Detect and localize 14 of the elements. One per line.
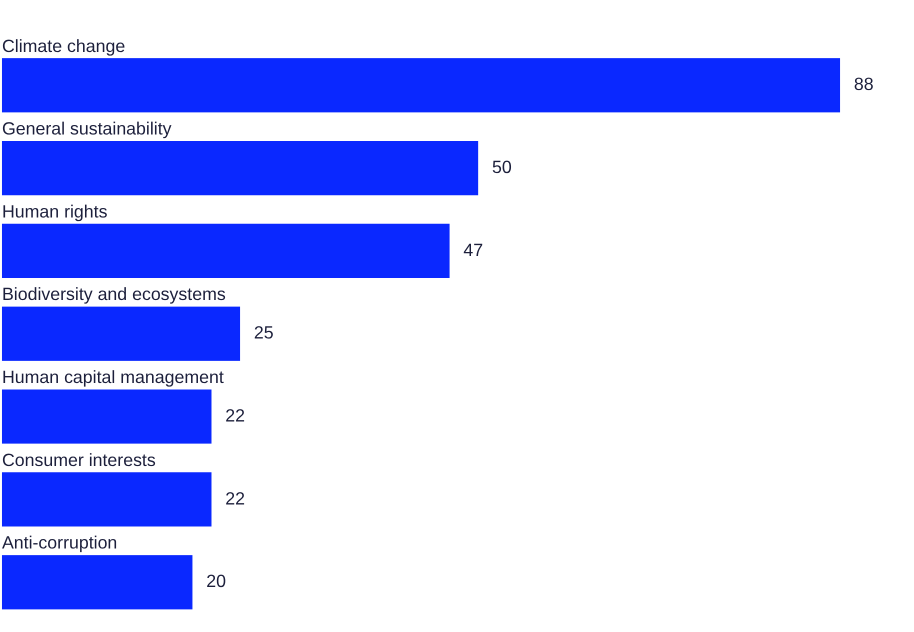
y-tick-label: Biodiversity and ecosystems [2, 284, 226, 304]
y-tick-label: Human rights [2, 201, 108, 222]
data-label: 20 [206, 571, 226, 592]
y-tick-label: Anti-corruption [2, 532, 118, 553]
y-tick-label: Human capital management [2, 367, 224, 388]
y-tick-label: Climate change [2, 36, 126, 56]
data-label: 50 [492, 157, 512, 178]
data-label: 22 [225, 406, 246, 426]
data-label: 25 [254, 322, 274, 343]
y-tick-label: Consumer interests [2, 450, 156, 470]
data-label: 47 [463, 240, 484, 260]
data-label: 88 [854, 74, 874, 94]
y-tick-label: General sustainability [2, 118, 172, 139]
data-label: 22 [225, 488, 246, 508]
